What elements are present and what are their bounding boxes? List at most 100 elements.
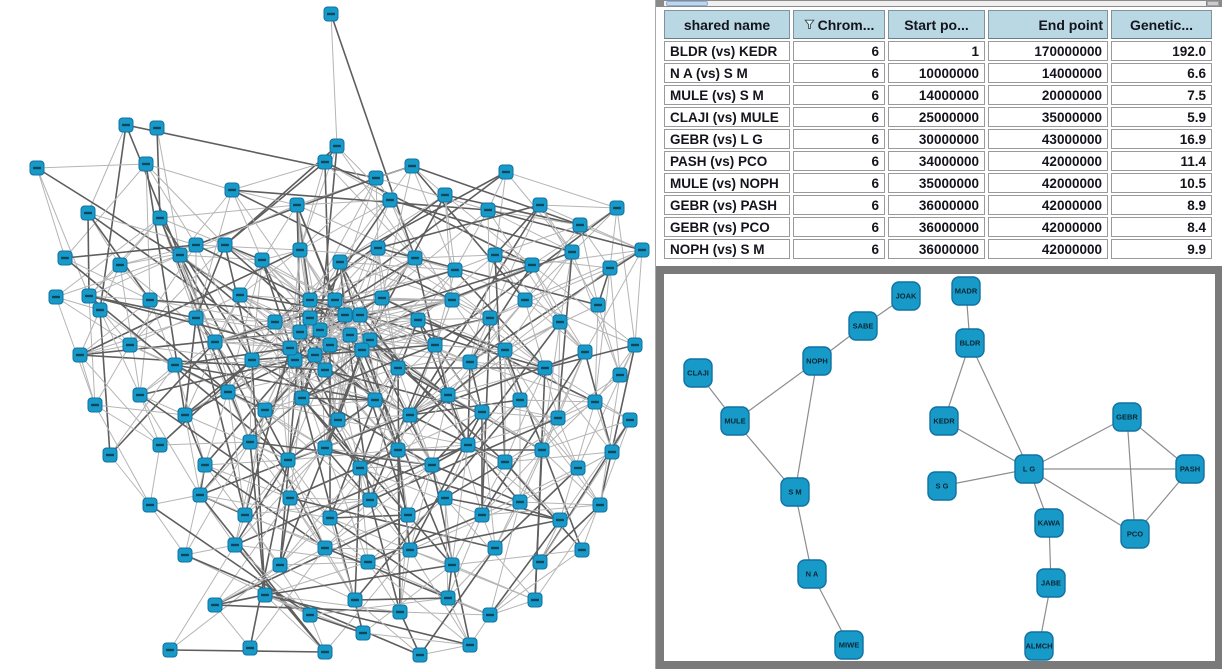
network-edge[interactable] [214,294,241,343]
network-edge[interactable] [504,251,573,351]
network-edge[interactable] [467,399,521,446]
network-edge[interactable] [594,267,611,403]
network-node[interactable] [604,444,620,460]
network-edge[interactable] [447,597,471,646]
network-edge[interactable] [409,501,521,551]
network-edge[interactable] [444,194,456,271]
network-node[interactable] [602,260,618,276]
network-node[interactable] [57,250,73,266]
node-n-a[interactable]: N A [797,559,827,589]
network-edge[interactable] [287,459,326,549]
network-edge[interactable] [184,414,206,466]
network-edge[interactable] [369,499,401,613]
network-node[interactable] [444,292,460,308]
network-node[interactable] [612,367,628,383]
network-edge[interactable] [481,504,601,516]
network-edge[interactable] [397,349,506,369]
network-edge[interactable] [504,419,631,463]
network-node[interactable] [332,254,348,270]
network-node[interactable] [587,394,603,410]
network-edge[interactable] [87,212,151,301]
network-edge[interactable] [79,344,131,356]
network-node[interactable] [294,390,310,406]
network-edge[interactable] [264,594,326,653]
node-kawa[interactable]: KAWA [1034,508,1064,538]
network-edge[interactable] [301,397,376,401]
network-edge[interactable] [184,317,197,416]
network-node[interactable] [524,257,540,273]
network-node[interactable] [257,402,273,418]
network-edge[interactable] [174,347,291,366]
network-edge[interactable] [417,317,491,321]
node-jabe[interactable]: JABE [1036,568,1066,598]
network-node[interactable] [323,6,339,22]
network-edge[interactable] [539,204,618,209]
network-edge[interactable] [451,299,546,369]
network-edge[interactable] [88,295,197,319]
network-edge[interactable] [227,369,326,393]
network-edge[interactable] [557,417,579,469]
network-node[interactable] [188,310,204,326]
network-node[interactable] [292,324,308,340]
network-edge[interactable] [214,594,266,606]
network-node[interactable] [232,287,248,303]
network-edge[interactable] [94,404,161,446]
network-node[interactable] [337,307,353,323]
network-edge[interactable] [174,364,266,411]
table-row[interactable]: BLDR (vs) KEDR 6 1 170000000 192.0 [664,41,1212,61]
network-edge[interactable] [634,249,643,346]
network-edge[interactable] [264,594,401,613]
network-edge[interactable] [377,204,541,249]
column-header-shared-name[interactable]: shared name [664,10,790,39]
network-edge[interactable] [559,419,631,521]
node-pco[interactable]: PCO [1120,519,1150,549]
network-edge[interactable] [159,441,251,446]
network-edge[interactable] [244,447,326,516]
network-node[interactable] [354,342,370,358]
network-edge[interactable] [324,447,371,501]
network-edge[interactable] [494,254,526,301]
network-edge[interactable] [594,304,599,403]
network-edge[interactable] [444,497,449,599]
network-edge[interactable] [36,163,147,169]
node-gebr[interactable]: GEBR [1112,402,1142,432]
scrollbar-thumb[interactable] [666,1,708,6]
network-edge[interactable] [539,504,601,563]
network-edge[interactable] [88,254,181,297]
network-edge[interactable] [88,295,96,406]
network-node[interactable] [402,407,418,423]
network-edge[interactable] [299,199,391,251]
network-edge[interactable] [64,244,197,259]
network-edge[interactable] [494,467,579,549]
network-edge[interactable] [354,599,421,656]
network-edge[interactable] [299,331,371,341]
network-node[interactable] [312,322,328,338]
network-node[interactable] [172,247,188,263]
node-l-g[interactable]: L G [1014,454,1044,484]
network-node[interactable] [289,197,305,213]
network-node[interactable] [362,492,378,508]
network-node[interactable] [440,387,456,403]
network-edge[interactable] [88,217,161,297]
network-edge[interactable] [199,494,326,653]
network-node[interactable] [330,412,346,428]
network-node[interactable] [81,288,97,304]
network-node[interactable] [282,340,298,356]
network-edge[interactable] [36,167,66,259]
network-edge[interactable] [361,317,491,351]
network-edge[interactable] [489,267,611,319]
table-row[interactable]: CLAJI (vs) MULE 6 25000000 35000000 5.9 [664,107,1212,127]
subnetwork-edge[interactable] [794,360,818,493]
network-edge[interactable] [444,497,453,566]
network-edge[interactable] [324,499,371,549]
network-edge[interactable] [399,549,411,613]
network-node[interactable] [167,357,183,373]
network-node[interactable] [512,392,528,408]
network-node[interactable] [367,392,383,408]
network-edge[interactable] [239,249,301,296]
network-node[interactable] [272,557,288,573]
network-edge[interactable] [264,594,471,646]
network-node[interactable] [227,537,243,553]
network-edge[interactable] [214,341,266,411]
network-edge[interactable] [287,354,316,461]
